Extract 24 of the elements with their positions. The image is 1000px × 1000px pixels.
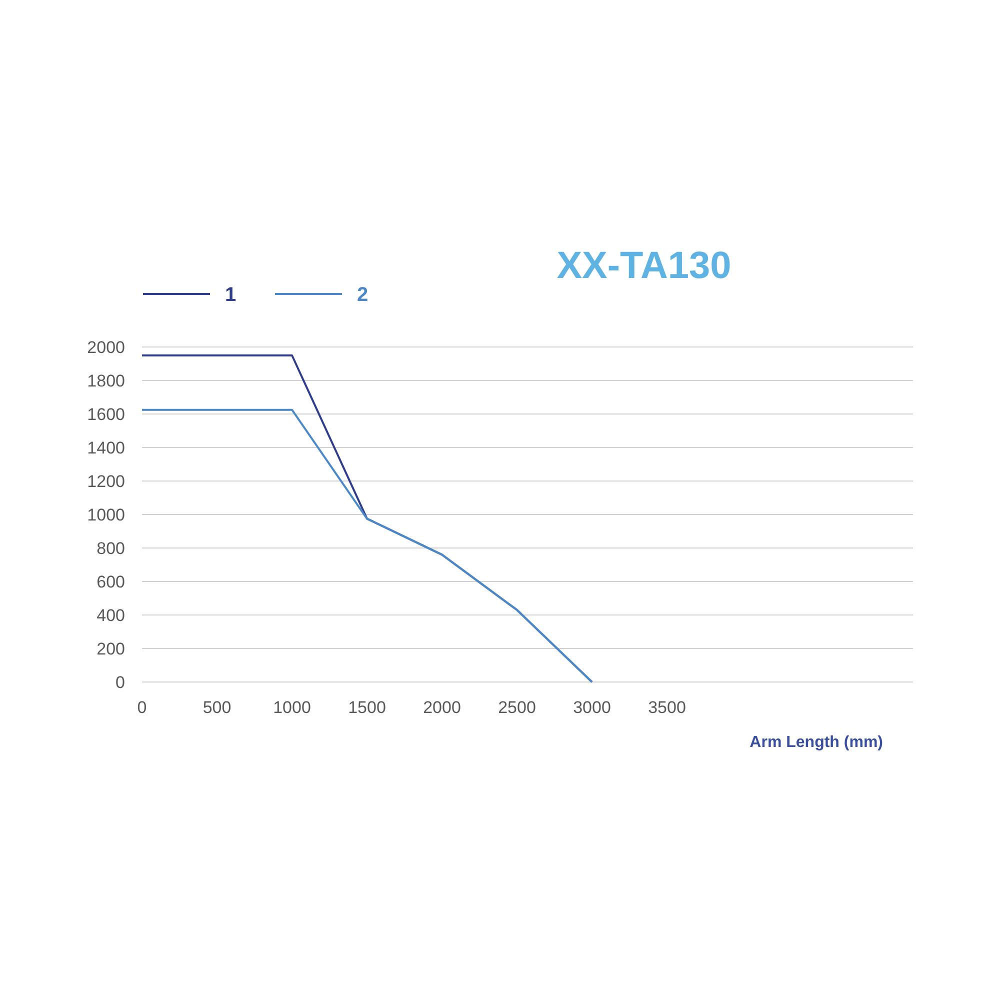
x-tick-label: 2500 [498,698,536,717]
y-tick-label: 1000 [87,506,125,524]
y-tick-label: 1800 [87,372,125,390]
y-tick-label: 200 [96,640,125,658]
x-tick-label: 500 [202,698,232,717]
chart-title: XX-TA130 [556,245,732,287]
legend-label: 1 [225,284,236,306]
x-tick-label: 3000 [573,698,611,717]
x-tick-label: 1000 [273,698,311,717]
line-series [141,408,593,683]
x-tick-label: 2000 [423,698,461,717]
y-tick-label: 2000 [87,338,125,357]
y-tick-label: 1400 [87,438,125,458]
y-tick-label: 600 [96,572,125,592]
legend-label: 2 [357,284,368,306]
y-tick-label: 1200 [87,472,125,491]
y-tick-label: 1600 [87,405,125,424]
y-tick-label: 0 [116,673,125,692]
x-tick-label: 1500 [348,698,386,717]
y-tick-label: 800 [96,539,125,558]
x-tick-label: 3500 [648,698,686,717]
x-axis-title: Arm Length (mm) [750,734,883,751]
y-tick-label: 400 [96,606,125,625]
x-tick-label: 0 [137,698,147,717]
